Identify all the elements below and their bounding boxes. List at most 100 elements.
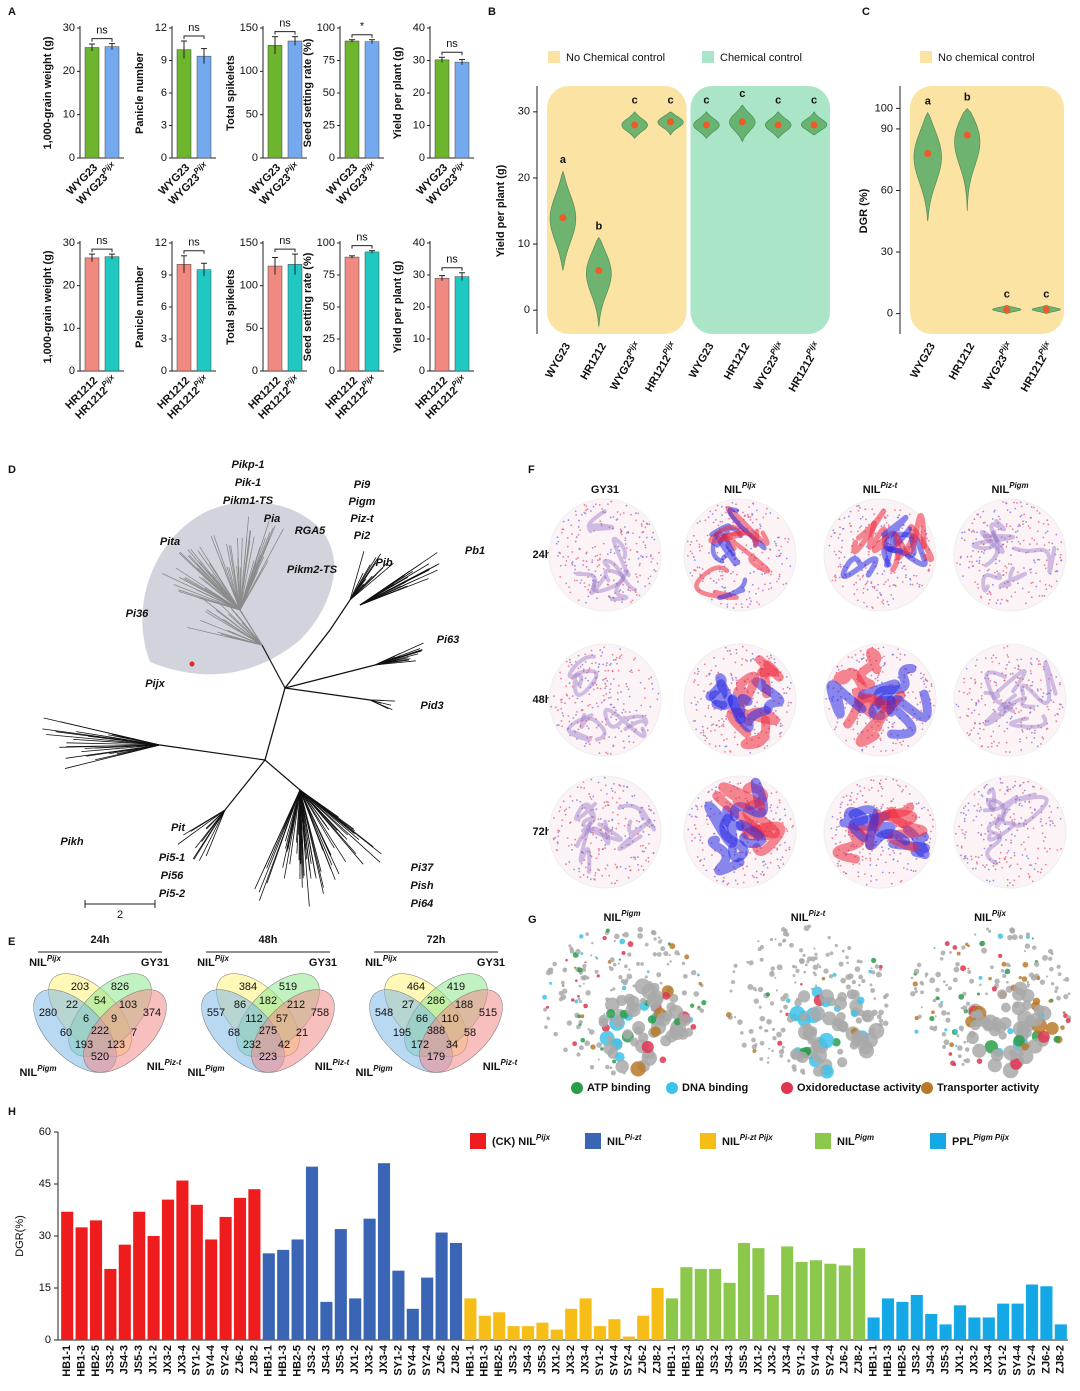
network-node [871,1009,878,1016]
cluster-dot [1029,684,1032,687]
network-node [1054,989,1058,994]
cluster-dot [1027,836,1030,839]
cluster-dot [842,528,844,530]
cluster-dot [787,541,789,543]
x-tick-label: HB1-1 [868,1345,880,1377]
cluster-dot [709,683,711,686]
network-node [569,948,575,954]
cluster-dot [773,661,776,664]
cluster-dot [929,830,932,833]
venn-count: 68 [228,1027,240,1039]
network-node [875,971,882,978]
cluster-dot [729,750,731,752]
cluster-dot [769,548,772,551]
tree-branch [178,591,210,602]
cluster-dot [625,531,628,534]
y-axis-label: DGR (%) [858,188,870,233]
group-letter: c [775,95,781,107]
cluster-dot [1030,725,1033,728]
tree-branch [178,589,210,601]
cluster-dot [787,701,790,704]
network-node [624,993,636,1005]
tree-branch [228,545,236,578]
network-node [878,1009,884,1016]
venn-count: 212 [287,999,305,1011]
network-node [949,1042,955,1048]
network-node [609,966,614,971]
column-label: GY31 [591,484,619,496]
cluster-dot [876,589,878,592]
cluster-dot [556,536,559,539]
legend-label-sup: Pigm [855,1133,874,1142]
cluster-dot [985,864,988,866]
y-tick-label: 25 [323,333,335,345]
cluster-dot [992,787,994,790]
cluster-dot [1013,818,1016,821]
cluster-dot [1031,880,1034,883]
tree-branch [240,537,243,574]
cluster-dot [550,705,553,708]
x-tick-label: JS5-3 [133,1345,145,1374]
cluster-dot [705,818,708,821]
cluster-dot [607,820,610,823]
cluster-dot [586,725,588,728]
network-node [957,1054,962,1059]
cluster-dot [745,598,748,601]
cluster-dot [1029,806,1032,809]
cluster-dot [861,515,864,518]
cluster-dot [988,880,991,883]
cluster-dot [593,575,596,578]
network-node [605,997,610,1002]
x-tick-label: SY4-4 [810,1344,822,1375]
venn-set-label: NILPiz-t [315,1058,350,1073]
network-node [653,937,657,941]
network-node [832,1037,841,1047]
cluster-dot [995,575,998,578]
tree-branch [301,834,304,879]
cluster-dot [1003,646,1005,649]
legend-swatch [470,1133,486,1149]
group-letter: c [632,95,638,107]
cluster-dot [834,579,837,582]
bar [449,1242,463,1340]
cluster-dot [918,583,921,586]
cluster-dot [788,848,791,851]
cluster-dot [653,819,656,822]
tree-branch [259,845,281,901]
bar [622,1336,635,1340]
cluster-dot [579,800,582,803]
cluster-dot [840,546,843,549]
cluster-dot [987,677,990,680]
cluster-dot [618,797,621,800]
network-node [596,1042,602,1048]
venn-count: 172 [411,1039,429,1051]
cluster-dot [565,685,568,688]
venn-count: 86 [234,999,246,1011]
scale-label: 2 [117,909,123,921]
cluster-dot [990,745,993,748]
cluster-dot [613,552,616,555]
cluster-dot [566,694,569,697]
cluster-dot [644,526,647,529]
network-node [1031,937,1034,940]
cluster-dot [783,692,786,694]
cluster-dot [691,840,693,842]
group-background [690,86,830,334]
cluster-dot [978,722,981,725]
y-tick-label: 20 [63,280,75,292]
legend-label-sup: Pi-zt [625,1133,642,1142]
cluster-dot [986,569,989,572]
x-tick-label-sup: Pijx [625,339,640,356]
cluster-dot [605,837,608,840]
cluster-dot [1060,541,1063,543]
cluster-dot [1052,701,1055,704]
network-node [920,990,924,995]
network-node [641,1040,654,1054]
network-node [1039,979,1046,985]
cluster-dot [751,697,754,700]
cluster-dot [1042,522,1045,525]
cluster-dot [927,569,930,572]
cluster-dot [991,583,994,586]
cluster-dot [565,582,568,585]
network-node [846,961,849,965]
